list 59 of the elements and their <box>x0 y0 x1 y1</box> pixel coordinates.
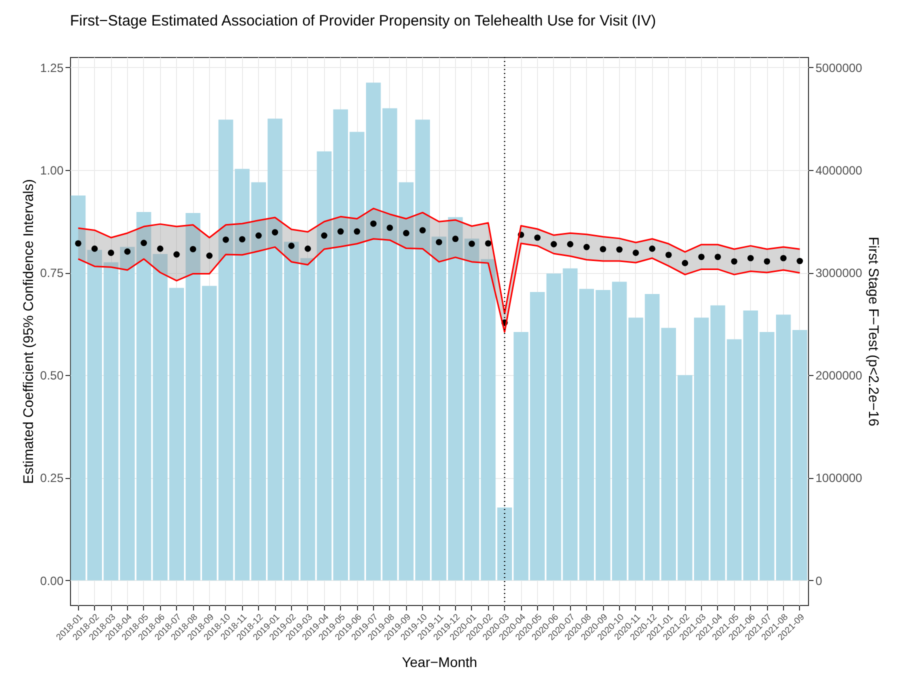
point <box>764 258 770 265</box>
point <box>714 254 721 260</box>
point <box>108 250 114 256</box>
point <box>190 246 196 252</box>
y-tick-label: 0.25 <box>40 471 64 486</box>
point <box>173 251 180 258</box>
point <box>649 246 656 252</box>
y-tick-label: 0.75 <box>40 266 64 280</box>
y-tick-label: 0.00 <box>40 574 64 588</box>
point <box>157 246 164 252</box>
point <box>567 241 574 248</box>
point <box>616 246 623 253</box>
point <box>140 240 147 246</box>
point <box>632 250 639 256</box>
point <box>403 230 410 236</box>
point <box>386 224 393 231</box>
point <box>698 254 705 260</box>
point <box>272 229 278 236</box>
point <box>436 238 442 246</box>
y-tick-label: 1.25 <box>40 60 64 75</box>
y2-axis-title: First Stage F−Test (p<2.2e−16 <box>866 236 882 426</box>
point <box>222 236 229 243</box>
point <box>600 246 606 252</box>
point <box>239 236 246 242</box>
y2-tick-label: 4000000 <box>816 163 863 178</box>
point <box>796 258 803 264</box>
point <box>485 240 492 247</box>
point <box>255 232 262 239</box>
x-axis-title: Year−Month <box>402 654 478 670</box>
point <box>354 228 360 235</box>
point <box>419 227 426 234</box>
point <box>452 236 459 242</box>
point <box>747 254 754 262</box>
point <box>550 241 557 248</box>
point <box>682 260 688 266</box>
y2-tick-label: 0 <box>816 574 822 588</box>
y-tick-label: 0.50 <box>40 368 64 383</box>
point <box>780 254 787 262</box>
point <box>534 234 541 241</box>
point <box>337 228 344 235</box>
point <box>124 248 131 255</box>
point <box>288 242 295 249</box>
point <box>75 240 82 247</box>
y-axis-title: Estimated Coefficient (95% Confidence Intervals) <box>20 179 36 484</box>
point <box>731 258 738 265</box>
point <box>206 252 213 259</box>
y2-tick-label: 2000000 <box>816 368 863 383</box>
y2-tick-label: 1000000 <box>816 471 863 486</box>
point <box>304 246 311 252</box>
y-tick-label: 1.00 <box>40 163 64 178</box>
point <box>91 246 98 252</box>
y2-tick-label: 3000000 <box>816 266 863 280</box>
point <box>583 244 590 250</box>
point <box>468 240 475 247</box>
y2-tick-label: 5000000 <box>816 60 863 75</box>
point <box>370 220 377 227</box>
chart-title: First−Stage Estimated Association of Provider Propensity on Telehealth Use for Visit (IV) <box>70 12 656 30</box>
point <box>321 232 328 239</box>
point <box>665 252 672 258</box>
